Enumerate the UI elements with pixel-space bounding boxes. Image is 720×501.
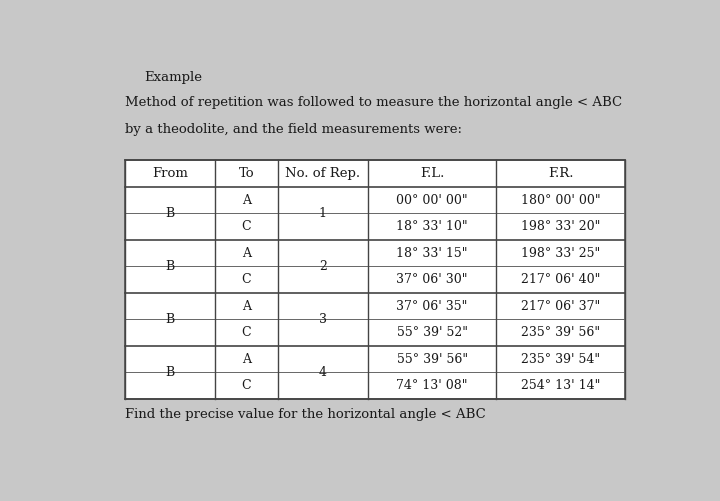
Text: 18° 33' 15": 18° 33' 15" (396, 246, 468, 260)
Text: B: B (165, 313, 174, 326)
Text: F.L.: F.L. (420, 167, 444, 180)
Text: Find the precise value for the horizontal angle < ABC: Find the precise value for the horizonta… (125, 408, 485, 421)
Text: 74° 13' 08": 74° 13' 08" (396, 379, 468, 392)
Text: A: A (242, 193, 251, 206)
Text: 18° 33' 10": 18° 33' 10" (396, 220, 468, 233)
Text: No. of Rep.: No. of Rep. (285, 167, 361, 180)
Text: 3: 3 (319, 313, 327, 326)
Text: 217° 06' 37": 217° 06' 37" (521, 300, 600, 313)
Text: From: From (152, 167, 188, 180)
Text: C: C (241, 326, 251, 339)
Text: 217° 06' 40": 217° 06' 40" (521, 273, 600, 286)
Text: 180° 00' 00": 180° 00' 00" (521, 193, 600, 206)
Text: Example: Example (144, 71, 202, 84)
Text: 00° 00' 00": 00° 00' 00" (396, 193, 468, 206)
Text: 2: 2 (319, 260, 327, 273)
Text: F.R.: F.R. (548, 167, 573, 180)
Text: C: C (241, 220, 251, 233)
Text: A: A (242, 300, 251, 313)
Text: B: B (165, 366, 174, 379)
Text: B: B (165, 260, 174, 273)
Text: B: B (165, 207, 174, 220)
Text: 1: 1 (319, 207, 327, 220)
Text: 254° 13' 14": 254° 13' 14" (521, 379, 600, 392)
Text: 198° 33' 20": 198° 33' 20" (521, 220, 600, 233)
Text: C: C (241, 273, 251, 286)
Text: 235° 39' 56": 235° 39' 56" (521, 326, 600, 339)
Text: 37° 06' 30": 37° 06' 30" (396, 273, 468, 286)
Text: C: C (241, 379, 251, 392)
Text: 4: 4 (319, 366, 327, 379)
Text: 235° 39' 54": 235° 39' 54" (521, 353, 600, 366)
Text: A: A (242, 353, 251, 366)
Text: 55° 39' 56": 55° 39' 56" (397, 353, 468, 366)
Text: A: A (242, 246, 251, 260)
Text: 37° 06' 35": 37° 06' 35" (397, 300, 468, 313)
Text: by a theodolite, and the field measurements were:: by a theodolite, and the field measureme… (125, 123, 462, 136)
Text: Method of repetition was followed to measure the horizontal angle < ABC: Method of repetition was followed to mea… (125, 96, 622, 109)
FancyBboxPatch shape (125, 160, 625, 399)
Text: 55° 39' 52": 55° 39' 52" (397, 326, 467, 339)
Text: 198° 33' 25": 198° 33' 25" (521, 246, 600, 260)
Text: To: To (238, 167, 254, 180)
